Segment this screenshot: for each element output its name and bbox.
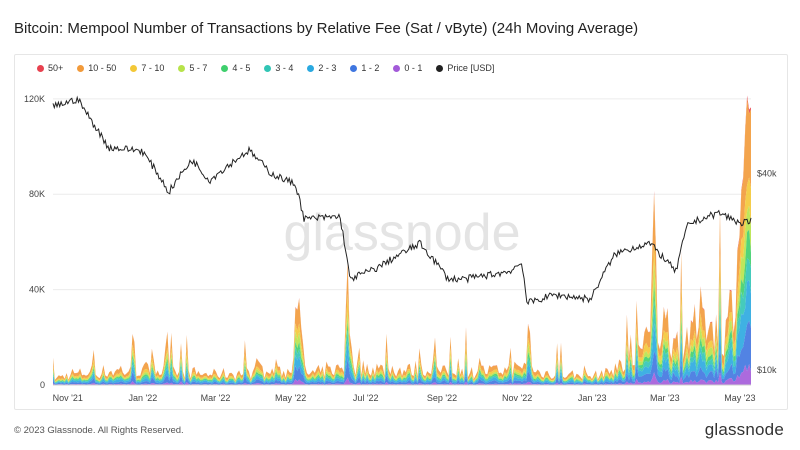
- price-line: [52, 95, 752, 306]
- legend-marker: [37, 64, 44, 72]
- x-tick-label: May '22: [275, 393, 306, 403]
- legend-item[interactable]: 7 - 10: [130, 63, 164, 73]
- legend-item[interactable]: 5 - 7: [178, 63, 207, 73]
- legend-label: 5 - 7: [189, 63, 208, 73]
- watermark: glassnode: [283, 204, 520, 262]
- legend-item[interactable]: Price [USD]: [436, 63, 494, 73]
- legend-marker: [178, 64, 186, 72]
- legend-marker: [130, 64, 138, 72]
- legend-label: 50+: [48, 63, 64, 73]
- legend-marker: [350, 64, 358, 72]
- copyright-text: © 2023 Glassnode. All Rights Reserved.: [14, 425, 184, 436]
- legend-item[interactable]: 1 - 2: [350, 63, 379, 73]
- x-tick-label: Jan '22: [128, 393, 157, 403]
- area-series-8: [53, 364, 751, 385]
- legend-marker: [264, 64, 272, 72]
- legend-label: 7 - 10: [141, 63, 165, 73]
- x-tick-label: Jul '22: [353, 393, 379, 403]
- x-tick-label: Mar '22: [201, 393, 231, 403]
- legend-label: 0 - 1: [404, 63, 423, 73]
- chart-title: Bitcoin: Mempool Number of Transactions …: [14, 20, 639, 37]
- y-right-tick-label: $40k: [757, 168, 777, 178]
- chart-canvas: glassnode 0 40K 80K 120K $10k $40k Nov '21 Jan '…: [24, 94, 777, 403]
- legend-label: 4 - 5: [232, 63, 251, 73]
- y-left-tick-label: 40K: [29, 285, 45, 295]
- legend-item[interactable]: 3 - 4: [264, 63, 293, 73]
- legend-marker: [77, 64, 85, 72]
- legend-label: Price [USD]: [447, 63, 495, 73]
- legend-item[interactable]: 4 - 5: [221, 63, 250, 73]
- legend-item[interactable]: 10 - 50: [77, 63, 116, 73]
- chart-panel: 50+ 10 - 50 7 - 10 5 - 7 4 - 5 3 - 4 2 - 3 1 - …: [14, 54, 788, 410]
- x-tick-label: Sep '22: [427, 393, 457, 403]
- legend-item[interactable]: 50+: [37, 63, 63, 73]
- y-left-tick-label: 80K: [29, 189, 45, 199]
- legend-item[interactable]: 0 - 1: [393, 63, 422, 73]
- y-left-tick-label: 120K: [24, 94, 45, 104]
- legend-label: 3 - 4: [275, 63, 294, 73]
- legend-label: 1 - 2: [361, 63, 380, 73]
- area-series-5: [53, 258, 751, 384]
- chart-legend: 50+ 10 - 50 7 - 10 5 - 7 4 - 5 3 - 4 2 - 3 1 - …: [37, 63, 508, 73]
- legend-label: 10 - 50: [88, 63, 117, 73]
- x-tick-label: Nov '21: [53, 393, 83, 403]
- glassnode-logo[interactable]: glassnode: [704, 420, 784, 439]
- x-tick-label: May '23: [724, 393, 755, 403]
- x-tick-label: Nov '22: [502, 393, 532, 403]
- legend-marker: [436, 64, 444, 72]
- y-left-tick-label: 0: [40, 380, 45, 390]
- legend-marker: [307, 64, 315, 72]
- legend-marker: [221, 64, 229, 72]
- legend-label: 2 - 3: [318, 63, 337, 73]
- legend-marker: [393, 64, 401, 72]
- x-tick-label: Mar '23: [650, 393, 680, 403]
- x-tick-label: Jan '23: [578, 393, 607, 403]
- y-right-tick-label: $10k: [757, 365, 777, 375]
- legend-item[interactable]: 2 - 3: [307, 63, 336, 73]
